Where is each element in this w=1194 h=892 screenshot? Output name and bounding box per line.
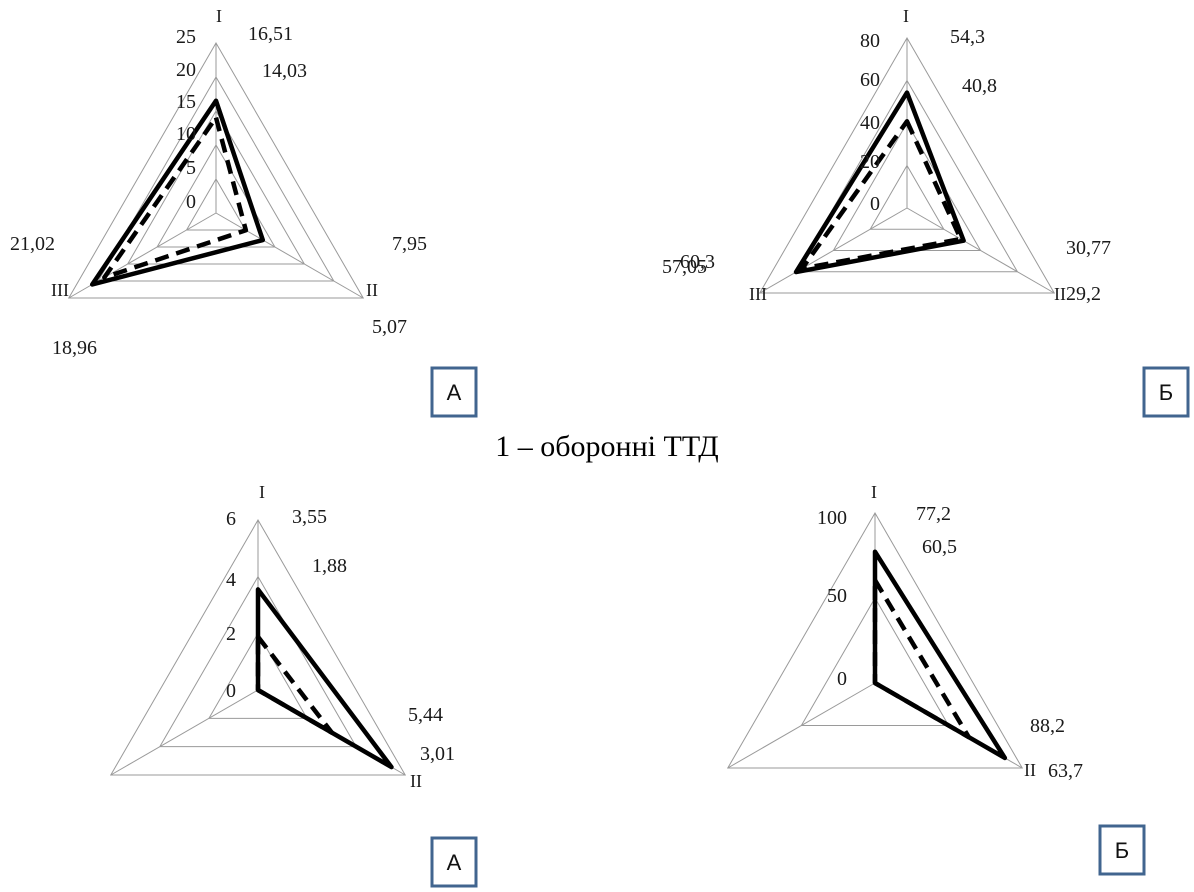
tick-label: 0: [226, 680, 236, 702]
data-label: 30,77: [1066, 237, 1111, 259]
tick-label: 0: [186, 191, 196, 213]
data-label: 29,2: [1066, 283, 1101, 305]
grid-ring: [869, 164, 945, 230]
data-label: 54,3: [950, 26, 985, 48]
tick-label: 2: [226, 623, 236, 645]
series-dashed: [102, 115, 249, 280]
tick-label: 10: [176, 123, 196, 145]
axis-label: III: [51, 280, 69, 300]
panel-label: Б: [1115, 838, 1129, 863]
data-label: 40,8: [962, 75, 997, 97]
axis-spoke: [110, 689, 259, 776]
axis-spoke: [906, 207, 1055, 294]
tick-label: 20: [860, 151, 880, 173]
series-dashed: [872, 577, 972, 740]
data-label: 7,95: [392, 233, 427, 255]
panel-label: А: [447, 380, 462, 405]
grid-ring: [156, 144, 276, 248]
panel-label: Б: [1159, 380, 1173, 405]
grid-ring: [158, 575, 358, 748]
data-label: 16,51: [248, 23, 293, 45]
tick-label: 4: [226, 569, 236, 591]
grid-ring: [795, 79, 1019, 273]
panel-label: А: [447, 850, 462, 875]
grid-ring: [726, 511, 1024, 769]
radar-chart-a-top: 16,517,9521,0214,035,0718,960510152025II…: [10, 6, 478, 418]
grid-ring: [185, 178, 247, 231]
data-label: 57,05: [662, 256, 707, 278]
data-label: 88,2: [1030, 715, 1065, 737]
tick-label: 20: [176, 59, 196, 81]
axis-label: II: [410, 771, 422, 791]
grid-ring: [126, 110, 306, 265]
panel-label-box: [1142, 366, 1190, 418]
tick-label: 40: [860, 112, 880, 134]
data-label: 14,03: [262, 60, 307, 82]
tick-label: 5: [186, 157, 196, 179]
axis-label: I: [871, 482, 877, 502]
axis-label: I: [903, 6, 909, 26]
tick-label: 50: [827, 585, 847, 607]
figure-caption: 1 – оборонні ТТД: [495, 430, 718, 463]
axis-spoke: [759, 207, 908, 294]
panel-label-box: [430, 366, 478, 418]
axis-spoke: [215, 212, 364, 299]
tick-label: 6: [226, 508, 236, 530]
axis-label: I: [216, 6, 222, 26]
tick-label: 60: [860, 69, 880, 91]
series-solid: [872, 549, 1008, 761]
grid-ring: [109, 518, 407, 776]
grid-ring: [97, 75, 335, 282]
data-label: 21,02: [10, 233, 55, 255]
data-label: 60,3: [680, 251, 715, 273]
data-label: 1,88: [312, 555, 347, 577]
tick-label: 0: [870, 193, 880, 215]
tick-label: 100: [817, 507, 847, 529]
grid-ring: [800, 597, 950, 726]
data-label: 77,2: [916, 503, 951, 525]
series-solid: [255, 587, 394, 770]
axis-label: II: [1024, 760, 1036, 780]
data-label: 3,01: [420, 743, 455, 765]
grid-ring: [758, 37, 1056, 294]
data-label: 5,44: [408, 704, 443, 726]
grid-ring: [67, 41, 365, 299]
panel-label-box: [1098, 824, 1146, 876]
axis-label: II: [1054, 284, 1066, 304]
tick-label: 80: [860, 30, 880, 52]
axis-label: I: [259, 482, 265, 502]
tick-label: 0: [837, 668, 847, 690]
data-label: 5,07: [372, 316, 407, 338]
data-label: 60,5: [922, 536, 957, 558]
series-dashed: [255, 634, 335, 735]
panel-label-box: [430, 836, 478, 888]
axis-label: II: [366, 280, 378, 300]
series-dashed: [799, 119, 963, 271]
series-solid: [793, 90, 966, 275]
data-label: 63,7: [1048, 760, 1083, 782]
data-label: 18,96: [52, 337, 97, 359]
grid-ring: [208, 632, 308, 719]
axis-label: III: [749, 284, 767, 304]
data-label: 3,55: [292, 506, 327, 528]
axis-spoke: [727, 682, 876, 769]
radar-chart-b-top: 54,330,7760,340,829,257,05020406080IIIII…: [662, 6, 1190, 418]
series-solid: [89, 98, 266, 287]
tick-label: 25: [176, 26, 196, 48]
tick-label: 15: [176, 91, 196, 113]
